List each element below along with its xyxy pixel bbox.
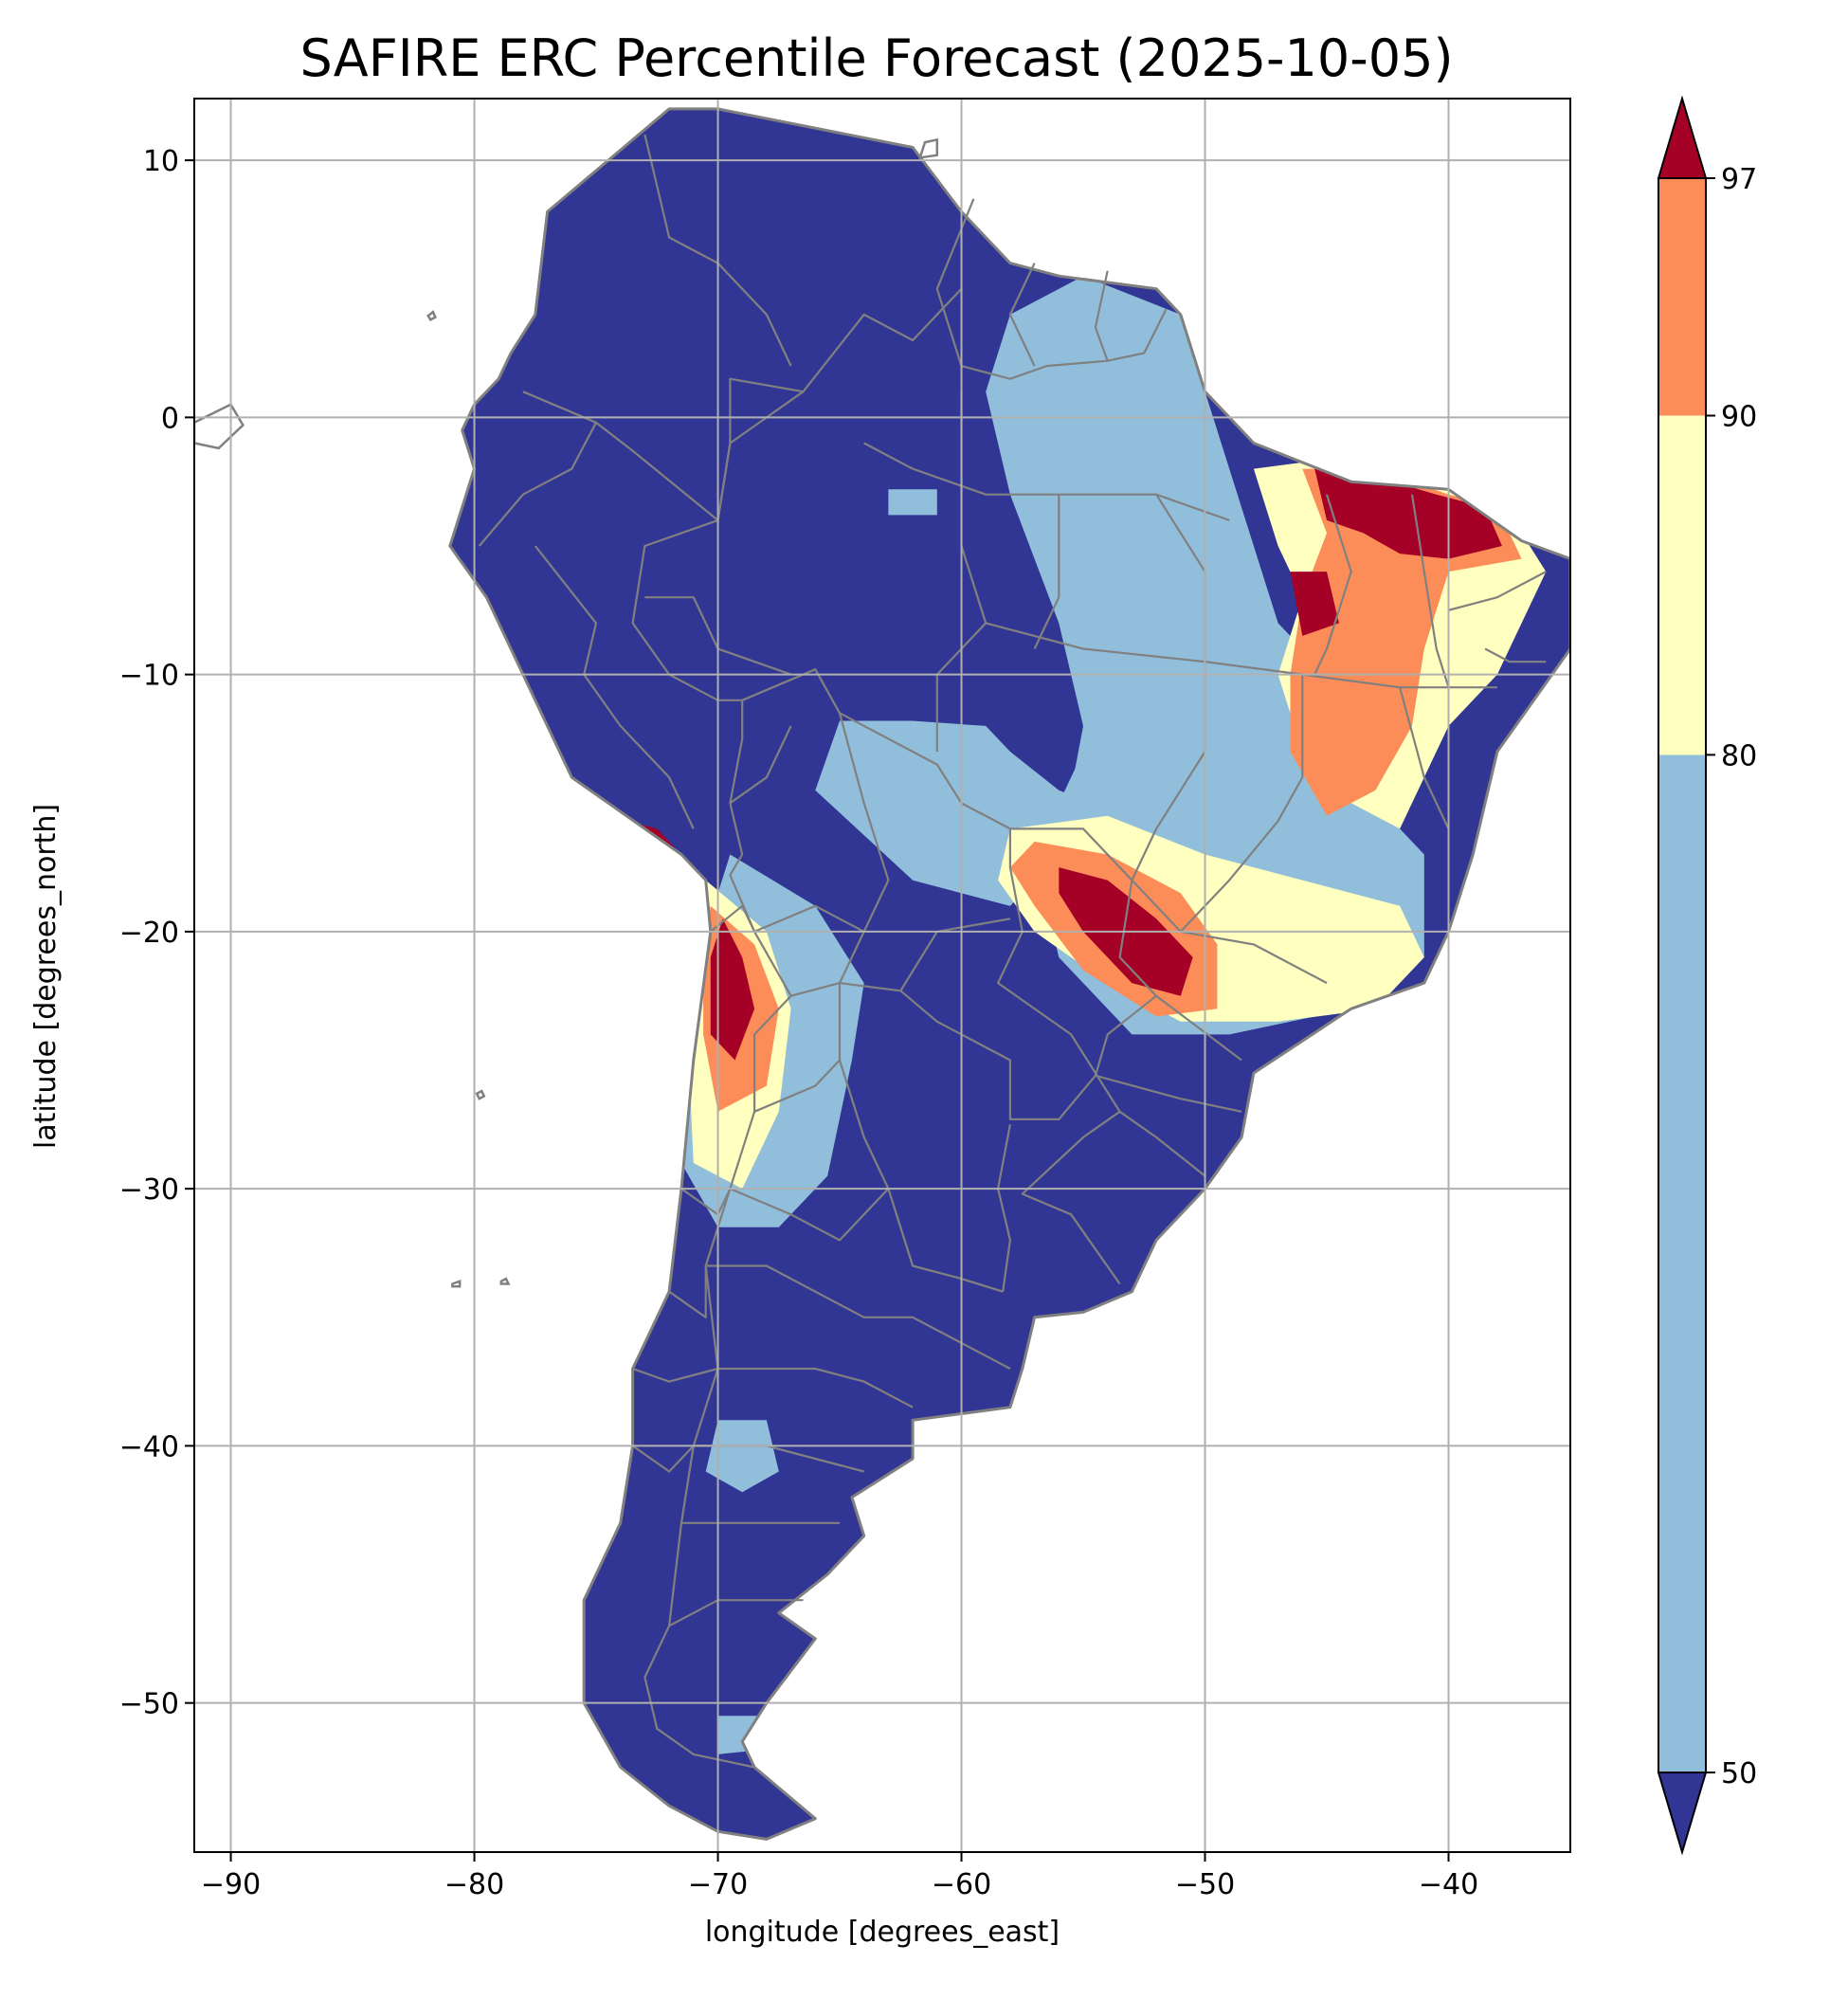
y-tick-label: −40 — [119, 1430, 179, 1463]
x-tick-label: −50 — [1175, 1868, 1235, 1901]
border-line — [753, 1059, 841, 1113]
border-line — [632, 1367, 718, 1383]
x-axis-ticks: −90 −80 −70 −60 −50 −40 — [201, 1852, 1478, 1901]
x-axis-label: longitude [degrees_east] — [705, 1916, 1060, 1949]
y-tick-label: −30 — [119, 1173, 179, 1207]
border-line — [1033, 494, 1060, 649]
border-line — [534, 545, 695, 829]
colorbar-frame — [1658, 177, 1707, 1773]
y-tick-label: −20 — [119, 917, 179, 950]
border-line — [1095, 1074, 1242, 1113]
x-tick-label: −90 — [201, 1868, 261, 1901]
border-line — [729, 725, 792, 805]
border-line — [1008, 263, 1036, 367]
x-tick-label: −80 — [444, 1868, 504, 1901]
y-tick-label: −10 — [119, 660, 179, 693]
region-light-blue-patagonia — [705, 1420, 779, 1493]
border-line — [753, 904, 865, 933]
colorbar-tick-label: 80 — [1721, 739, 1757, 772]
y-tick-label: 0 — [161, 402, 179, 435]
border-line — [1009, 827, 1242, 1062]
y-tick-label: −50 — [119, 1688, 179, 1721]
y-axis-label: latitude [degrees_north] — [29, 804, 63, 1149]
border-line — [644, 596, 791, 676]
border-line — [985, 622, 1497, 689]
border-line — [710, 904, 756, 933]
map-plot-area: −90 −80 −70 −60 −50 −40 10 0 −10 −20 −30 −40 −50 — [119, 98, 1571, 1901]
border-line — [631, 1445, 695, 1473]
colorbar-segment — [1658, 178, 1706, 416]
x-tick-label: −70 — [688, 1868, 748, 1901]
island-outline — [917, 137, 939, 159]
border-line — [1118, 1110, 1206, 1177]
border-line — [1180, 674, 1304, 933]
colorbar-segment — [1658, 415, 1706, 755]
island-outline — [451, 1280, 462, 1288]
coastline — [448, 107, 1570, 1841]
border-line — [838, 713, 890, 984]
border-line — [729, 1188, 890, 1242]
border-line — [899, 990, 1096, 1120]
colorbar-tick-label: 50 — [1721, 1757, 1757, 1790]
border-line — [478, 422, 597, 547]
political-borders — [448, 107, 1570, 1841]
border-line — [1410, 494, 1450, 688]
island-outline — [426, 310, 438, 321]
region-light-blue-amazon-spot — [888, 489, 937, 516]
colorbar-tick-label: 97 — [1721, 163, 1757, 196]
x-tick-label: −60 — [932, 1868, 991, 1901]
border-line — [863, 442, 1230, 521]
colorbar: 50 80 90 97 — [1657, 95, 1757, 1856]
y-axis-ticks: 10 0 −10 −20 −30 −40 −50 — [119, 145, 194, 1721]
chart-title: SAFIRE ERC Percentile Forecast (2025-10-… — [299, 28, 1453, 88]
island-outline — [475, 1089, 486, 1100]
border-line — [1094, 270, 1109, 362]
region-red-andes — [710, 918, 755, 1061]
region-light-blue-bolivia — [815, 720, 1060, 906]
plot-frame — [193, 98, 1571, 1853]
border-line — [1399, 686, 1450, 829]
border-line — [1484, 647, 1547, 663]
colorbar-extend-max — [1657, 95, 1708, 179]
border-line — [1448, 571, 1547, 611]
region-red-northeast-coast — [1314, 468, 1502, 559]
colorbar-extend-min — [1657, 1772, 1708, 1856]
colorbar-tick-label: 90 — [1721, 401, 1757, 434]
region-orange-northeast — [1290, 468, 1522, 816]
border-line — [643, 134, 792, 367]
border-line — [668, 1599, 804, 1627]
colorbar-segment — [1658, 754, 1706, 1772]
border-line — [1094, 994, 1157, 1077]
border-line — [1314, 494, 1352, 676]
island-outline — [499, 1277, 511, 1285]
border-line — [668, 1265, 707, 1318]
x-tick-label: −40 — [1419, 1868, 1478, 1901]
border-line — [997, 1124, 1011, 1292]
region-red-piaui — [1290, 572, 1339, 636]
border-line — [935, 198, 1168, 380]
border-line — [717, 1367, 914, 1408]
y-tick-label: 10 — [143, 145, 179, 178]
grid-lines — [194, 99, 1570, 1852]
